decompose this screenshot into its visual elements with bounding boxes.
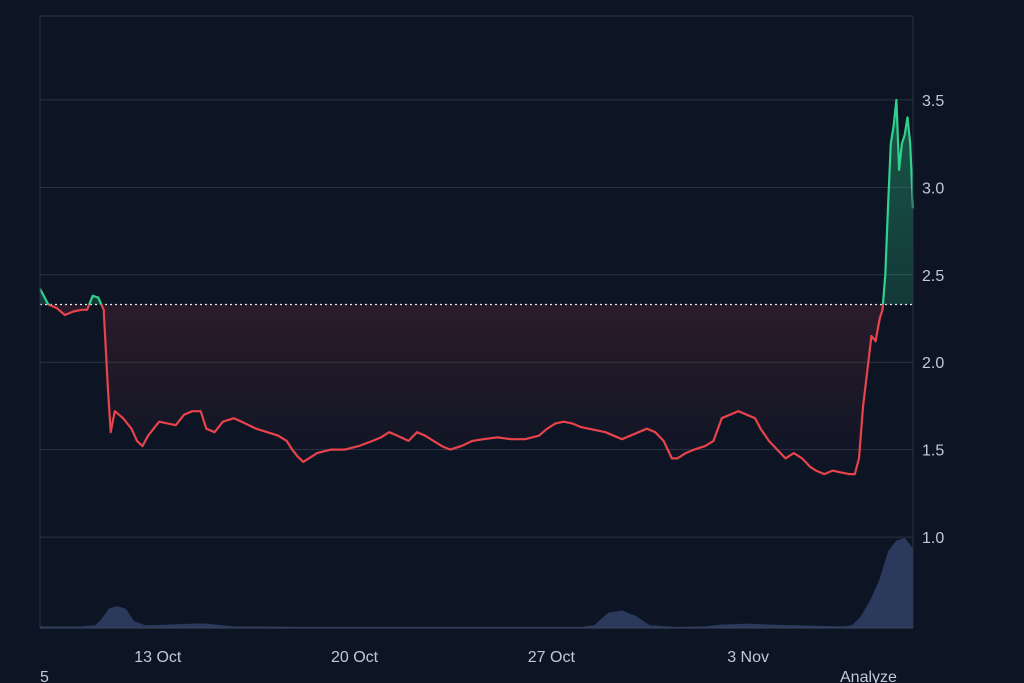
price-fill-areas (40, 99, 913, 475)
x-axis-labels: 13 Oct 20 Oct 27 Oct 3 Nov (134, 649, 769, 666)
x-tick-label: 20 Oct (331, 649, 379, 666)
volume-bars (40, 537, 913, 628)
y-tick-label: 1.5 (922, 443, 944, 460)
x-tick-label: 3 Nov (727, 649, 769, 666)
analyze-link[interactable]: Analyze (840, 669, 897, 683)
x-tick-label: 13 Oct (134, 649, 182, 666)
y-tick-label: 3.0 (922, 180, 944, 197)
y-tick-label: 1.0 (922, 530, 944, 547)
price-line (39, 98, 915, 476)
volume-area (40, 537, 913, 628)
area-below-baseline (48, 304, 883, 475)
price-line-below (47, 304, 885, 476)
y-tick-label: 3.5 (922, 93, 944, 110)
y-tick-label: 2.0 (922, 355, 944, 372)
x-tick-label: 27 Oct (528, 649, 576, 666)
plot-frame (39, 15, 914, 629)
y-axis-labels: 1.0 1.5 2.0 2.5 3.0 3.5 (922, 93, 944, 547)
footer-left-label: 5 (40, 669, 49, 683)
y-tick-label: 2.5 (922, 268, 944, 285)
